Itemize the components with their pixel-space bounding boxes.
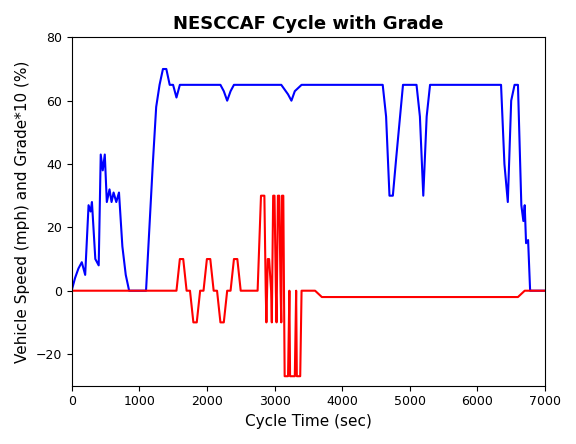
X-axis label: Cycle Time (sec): Cycle Time (sec) (245, 414, 372, 429)
Title: NESCCAF Cycle with Grade: NESCCAF Cycle with Grade (173, 15, 444, 33)
Y-axis label: Vehicle Speed (mph) and Grade*10 (%): Vehicle Speed (mph) and Grade*10 (%) (15, 60, 30, 363)
